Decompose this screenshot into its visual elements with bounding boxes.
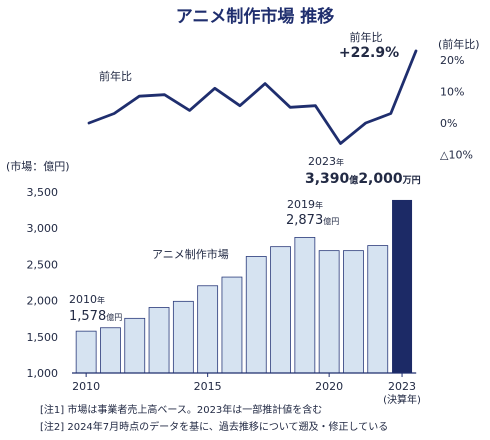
bar-x-tick-sublabel: (決算年) [383,393,421,406]
bar [318,250,340,374]
bar [343,250,364,374]
bar-x-tick-label: 2020 [315,380,343,393]
annotation-2010-year: 2010年 [69,293,105,306]
bar [294,236,316,374]
annotation-2019-value: 2,873億円 [286,213,339,228]
bar-x-tick-label: 2023 [388,380,416,393]
yoy-axis-unit-label: (前年比) [438,37,480,51]
bar-series-label: アニメ制作市場 [152,247,229,261]
yoy-series-label: 前年比 [99,69,132,83]
bar [392,199,413,373]
bar [124,317,146,374]
bar [245,256,267,374]
note-1: [注1] 市場は事業者売上高ベース。2023年は一部推計値を含む [40,403,322,416]
bar [75,330,97,374]
yoy-y-tick-label: △10% [440,149,473,162]
yoy-line [87,49,418,145]
chart-title: アニメ制作市場 推移 [176,6,335,27]
bar-y-tick-label: 1,500 [27,331,59,344]
bar-y-tick-label: 3,000 [27,222,59,235]
annotation-2023-year: 2023年 [308,155,344,168]
annotation-2010-value: 1,578億円 [69,309,122,324]
bar [148,307,170,374]
annotation-2019-year: 2019年 [287,198,323,211]
annotation-2023-value: 3,390億2,000万円 [305,171,421,187]
yoy-last-heading: 前年比 [350,30,383,44]
bar-y-tick-label: 3,500 [27,186,59,199]
bar-x-tick-label: 2015 [194,380,222,393]
bar-y-tick-label: 1,000 [27,367,59,380]
yoy-y-tick-label: 20% [440,54,464,67]
bar-x-tick-label: 2010 [72,380,100,393]
market-bar-chart: (市場：億円) 1,000 1,500 2,000 2,500 3,000 3,500 2… [6,155,421,406]
bar [221,276,243,374]
bar [270,246,291,374]
bar-y-unit-label: (市場：億円) [6,159,70,173]
yoy-line-chart: (前年比) 20% 10% 0% △10% 前年比 前年比 +22.9% [87,30,480,162]
yoy-y-tick-label: 10% [440,86,464,99]
note-2: [注2] 2024年7月時点のデータを基に、過去推移について遡及・修正している [40,420,388,433]
bar [367,245,389,374]
yoy-last-value: +22.9% [339,45,399,61]
bar [172,300,194,374]
bar [197,285,219,374]
bar [100,327,121,374]
bar-y-tick-label: 2,500 [27,258,59,271]
yoy-y-tick-label: 0% [440,117,457,130]
bar-y-tick-label: 2,000 [27,295,59,308]
